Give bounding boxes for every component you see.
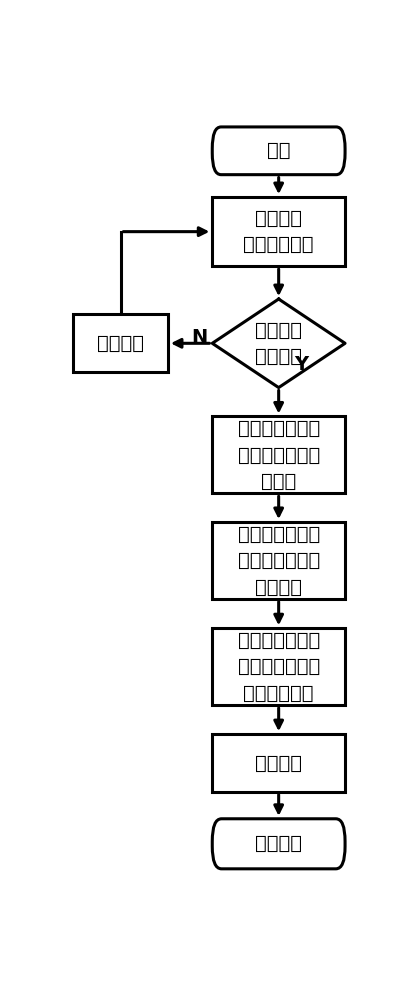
FancyBboxPatch shape — [212, 522, 345, 599]
Text: 规划从当前位置
到另一侧的圆弧
冲洗路径: 规划从当前位置 到另一侧的圆弧 冲洗路径 — [237, 524, 320, 596]
Polygon shape — [212, 299, 345, 388]
Text: 开始: 开始 — [267, 141, 290, 160]
Text: 是否处于
安全距离: 是否处于 安全距离 — [255, 321, 302, 366]
FancyBboxPatch shape — [212, 819, 345, 869]
FancyBboxPatch shape — [73, 314, 168, 372]
FancyBboxPatch shape — [212, 416, 345, 493]
Text: 判断距离
确定起始位置: 判断距离 确定起始位置 — [244, 209, 314, 254]
Text: Y: Y — [295, 355, 308, 374]
Text: 进行冲洗: 进行冲洗 — [255, 753, 302, 772]
FancyBboxPatch shape — [212, 197, 345, 266]
FancyBboxPatch shape — [212, 628, 345, 705]
Text: 调整位置: 调整位置 — [97, 334, 144, 353]
FancyBboxPatch shape — [212, 734, 345, 792]
Text: 根据实际情况规
划垂直方向的冲
洗路径: 根据实际情况规 划垂直方向的冲 洗路径 — [237, 419, 320, 491]
Text: 调节水枪出水口
径及出水速度以
形成卡门涡街: 调节水枪出水口 径及出水速度以 形成卡门涡街 — [237, 631, 320, 703]
Text: 冲洗完毕: 冲洗完毕 — [255, 834, 302, 853]
FancyBboxPatch shape — [212, 127, 345, 175]
Text: N: N — [191, 328, 208, 347]
